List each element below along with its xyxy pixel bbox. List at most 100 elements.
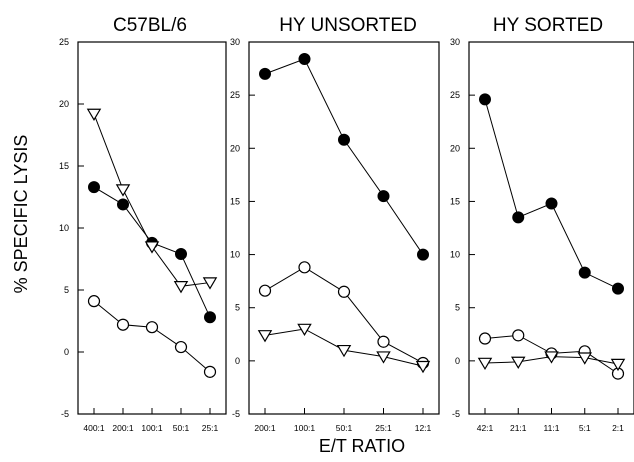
x-tick-label: 400:1: [83, 423, 105, 433]
open-circle-marker: [258, 284, 272, 297]
x-tick-label: 200:1: [112, 423, 134, 433]
y-tick-label: 30: [450, 37, 460, 47]
open-triangle-marker: [257, 330, 273, 343]
filled-circle-marker: [479, 93, 491, 106]
open-circle-marker: [377, 335, 390, 348]
open-triangle-marker: [376, 351, 391, 364]
y-tick-label: -5: [61, 409, 69, 419]
panel-title: C57BL/6: [113, 15, 187, 36]
series-line: [484, 99, 619, 290]
open-triangle-marker: [173, 281, 189, 294]
y-tick-label: 10: [450, 250, 460, 260]
series-open-circle: [87, 295, 217, 378]
series-line: [93, 113, 211, 287]
open-circle-marker: [116, 318, 130, 331]
open-triangle-marker: [297, 323, 312, 337]
y-tick-label: 5: [455, 303, 460, 313]
y-tick-label: 25: [450, 90, 460, 100]
y-tick-label: 10: [59, 223, 69, 233]
x-tick-label: 21:1: [510, 423, 527, 433]
plot-frame: [77, 41, 227, 415]
filled-circle-marker: [88, 181, 100, 194]
y-tick-label: 25: [59, 37, 69, 47]
open-triangle-marker: [610, 358, 626, 372]
x-tick-label: 200:1: [254, 423, 276, 433]
open-circle-marker: [203, 365, 217, 378]
y-tick-label: -5: [452, 409, 460, 419]
filled-circle-marker: [578, 266, 591, 279]
x-tick-label: 50:1: [336, 423, 353, 433]
filled-circle-marker: [298, 53, 311, 66]
series-open-triangle: [477, 351, 626, 372]
x-tick-label: 2:1: [612, 423, 624, 433]
filled-circle-marker: [377, 190, 390, 203]
x-tick-label: 25:1: [375, 423, 392, 433]
panel-1: C57BL/6 -5 0 5 10 15 20 25 400:1 200:1 100:1 50:1 25…: [59, 15, 227, 433]
x-tick-label: 11:1: [544, 423, 560, 433]
y-tick-label: -5: [232, 409, 240, 419]
y-tick-label: 20: [230, 143, 240, 153]
panel-2: HY UNSORTED -5 0 5 10 15 20 25 30 200:1 100:1 50:1 2…: [230, 15, 440, 433]
series-open-triangle: [257, 323, 431, 374]
open-triangle-marker: [511, 356, 526, 369]
series-line: [264, 58, 424, 255]
y-tick-label: 0: [64, 347, 69, 357]
open-triangle-marker: [577, 352, 592, 365]
open-circle-marker: [174, 340, 188, 354]
panels: C57BL/6 -5 0 5 10 15 20 25 400:1 200:1 100:1 50:1 25…: [59, 15, 634, 433]
y-tick-label: 20: [59, 99, 69, 109]
series-open-triangle: [86, 108, 218, 294]
filled-circle-marker: [512, 211, 525, 224]
x-tick-label: 42:1: [477, 423, 494, 433]
x-tick-label: 100:1: [294, 423, 316, 433]
filled-circle-marker: [417, 248, 429, 261]
panel-title: HY SORTED: [493, 15, 603, 36]
open-triangle-marker: [415, 360, 431, 374]
y-axis-title: % SPECIFIC LYSIS: [11, 135, 31, 294]
panel-title: HY UNSORTED: [279, 15, 417, 36]
filled-circle-marker: [612, 282, 624, 295]
open-triangle-marker: [477, 357, 493, 371]
plot-frame: [248, 41, 440, 415]
x-tick-label: 5:1: [579, 423, 591, 433]
open-triangle-marker: [202, 277, 218, 290]
y-tick-label: 15: [450, 196, 460, 206]
y-tick-label: 15: [59, 161, 69, 171]
filled-circle-marker: [545, 197, 558, 210]
open-triangle-marker: [86, 108, 102, 121]
filled-circle-marker: [175, 248, 187, 261]
filled-circle-marker: [259, 67, 271, 80]
open-triangle-marker: [336, 344, 352, 358]
x-tick-label: 25:1: [202, 423, 219, 433]
y-tick-label: 10: [230, 250, 240, 260]
series-filled-circle: [479, 93, 624, 295]
y-tick-label: 0: [455, 356, 460, 366]
open-circle-marker: [298, 261, 311, 274]
filled-circle-marker: [117, 198, 129, 211]
x-tick-label: 100:1: [141, 423, 163, 433]
open-circle-marker: [145, 321, 159, 334]
y-tick-label: 0: [235, 356, 240, 366]
open-circle-marker: [512, 329, 525, 342]
open-triangle-marker: [144, 241, 160, 254]
filled-circle-marker: [204, 311, 216, 324]
y-tick-label: 20: [450, 143, 460, 153]
y-tick-label: 15: [230, 196, 240, 206]
open-circle-marker: [478, 332, 492, 345]
y-tick-label: 5: [64, 285, 69, 295]
open-circle-marker: [337, 285, 351, 298]
filled-circle-marker: [338, 133, 350, 146]
open-circle-marker: [87, 295, 101, 308]
x-tick-label: 12:1: [415, 423, 432, 433]
open-triangle-marker: [544, 351, 559, 364]
y-tick-label: 25: [230, 90, 240, 100]
open-triangle-marker: [115, 184, 131, 197]
x-axis-title: E/T RATIO: [319, 436, 405, 456]
panel-3: HY SORTED -5 0 5 10 15 20 25 30 42:1 21:1 11:1 5:1 2:…: [450, 15, 634, 433]
x-tick-label: 50:1: [173, 423, 190, 433]
series-line: [93, 300, 211, 373]
series-filled-circle: [259, 53, 429, 261]
y-tick-label: 5: [235, 303, 240, 313]
y-tick-label: 30: [230, 37, 240, 47]
